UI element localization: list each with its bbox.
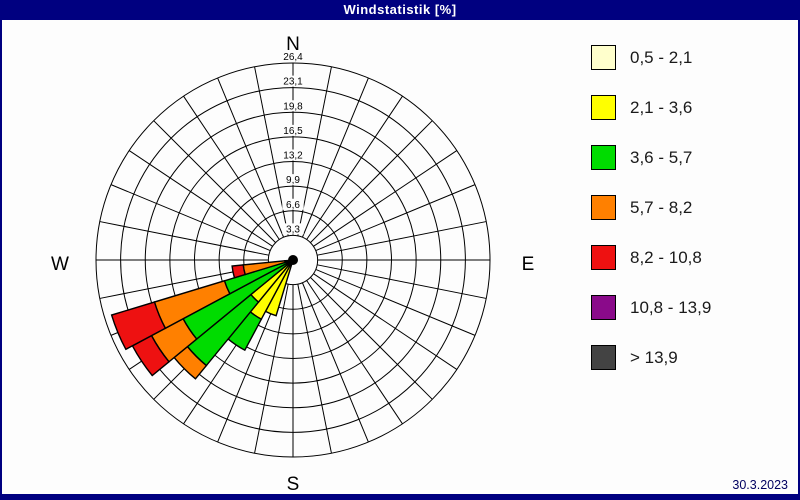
window-border-right — [798, 20, 800, 500]
wind-sector-segment — [110, 301, 167, 351]
radial-tick-backing — [279, 75, 307, 87]
radial-tick-backing — [282, 223, 304, 235]
radial-tick-label: 9,9 — [286, 175, 300, 186]
legend-label: 0,5 - 2,1 — [630, 47, 693, 67]
radial-tick-label: 6,6 — [286, 200, 300, 211]
legend-item: > 13,9 — [591, 345, 678, 370]
center-dot — [288, 255, 298, 265]
legend-item: 5,7 - 8,2 — [591, 195, 692, 220]
legend-label: 10,8 - 13,9 — [630, 297, 712, 317]
radial-tick-label: 23,1 — [283, 77, 303, 88]
window-footer-strip — [0, 494, 800, 500]
radial-tick-backing — [279, 149, 307, 161]
grid-spoke — [310, 120, 433, 243]
grid-spoke — [315, 184, 476, 252]
grid-spoke — [217, 77, 285, 238]
legend-item: 8,2 - 10,8 — [591, 245, 702, 270]
grid-spoke — [315, 268, 476, 336]
grid-spoke — [301, 77, 369, 238]
legend-swatch — [591, 245, 616, 270]
legend-item: 0,5 - 2,1 — [591, 45, 692, 70]
legend-swatch — [591, 195, 616, 220]
radial-tick-backing — [282, 198, 304, 210]
legend-label: 3,6 - 5,7 — [630, 147, 693, 167]
window-title-bar: Windstatistik [%] — [0, 0, 800, 20]
window-title: Windstatistik [%] — [343, 2, 457, 17]
grid-spoke — [306, 280, 403, 425]
grid-spoke — [313, 150, 458, 247]
window-border-left — [0, 20, 2, 500]
legend-label: 2,1 - 3,6 — [630, 97, 693, 117]
legend-swatch — [591, 295, 616, 320]
wind-sector-segment — [231, 264, 247, 279]
legend-swatch — [591, 95, 616, 120]
legend-label: 8,2 - 10,8 — [630, 247, 702, 267]
grid-spoke — [254, 284, 289, 454]
grid-spoke — [301, 282, 369, 443]
legend-swatch — [591, 145, 616, 170]
legend-item: 2,1 - 3,6 — [591, 95, 692, 120]
grid-spoke — [317, 264, 487, 299]
radial-tick-backing — [282, 174, 304, 186]
compass-label-s: S — [287, 474, 300, 495]
grid-spoke — [128, 150, 273, 247]
radial-tick-backing — [279, 51, 307, 62]
compass-label-w: W — [51, 254, 69, 275]
radial-tick-backing — [279, 100, 307, 112]
grid-spoke — [317, 221, 487, 256]
legend-label: 5,7 - 8,2 — [630, 197, 693, 217]
legend-swatch — [591, 45, 616, 70]
grid-spoke — [306, 95, 403, 240]
compass-label-e: E — [522, 254, 535, 275]
grid-spoke — [110, 184, 271, 252]
legend-item: 3,6 - 5,7 — [591, 145, 692, 170]
compass-label-n: N — [286, 34, 300, 55]
radial-tick-label: 13,2 — [283, 151, 303, 162]
grid-spoke — [297, 284, 332, 454]
grid-spoke — [183, 95, 280, 240]
grid-spoke — [99, 221, 269, 256]
legend-swatch — [591, 345, 616, 370]
grid-spoke — [313, 273, 458, 370]
legend-item: 10,8 - 13,9 — [591, 295, 711, 320]
radial-tick-label: 3,3 — [286, 224, 300, 235]
radial-tick-label: 26,4 — [283, 52, 303, 63]
radial-tick-backing — [279, 124, 307, 136]
grid-spoke — [310, 277, 433, 400]
radial-tick-label: 16,5 — [283, 126, 303, 137]
legend-label: > 13,9 — [630, 347, 678, 367]
grid-spoke — [153, 120, 276, 243]
date-label: 30.3.2023 — [732, 478, 788, 492]
radial-tick-label: 19,8 — [283, 101, 303, 112]
